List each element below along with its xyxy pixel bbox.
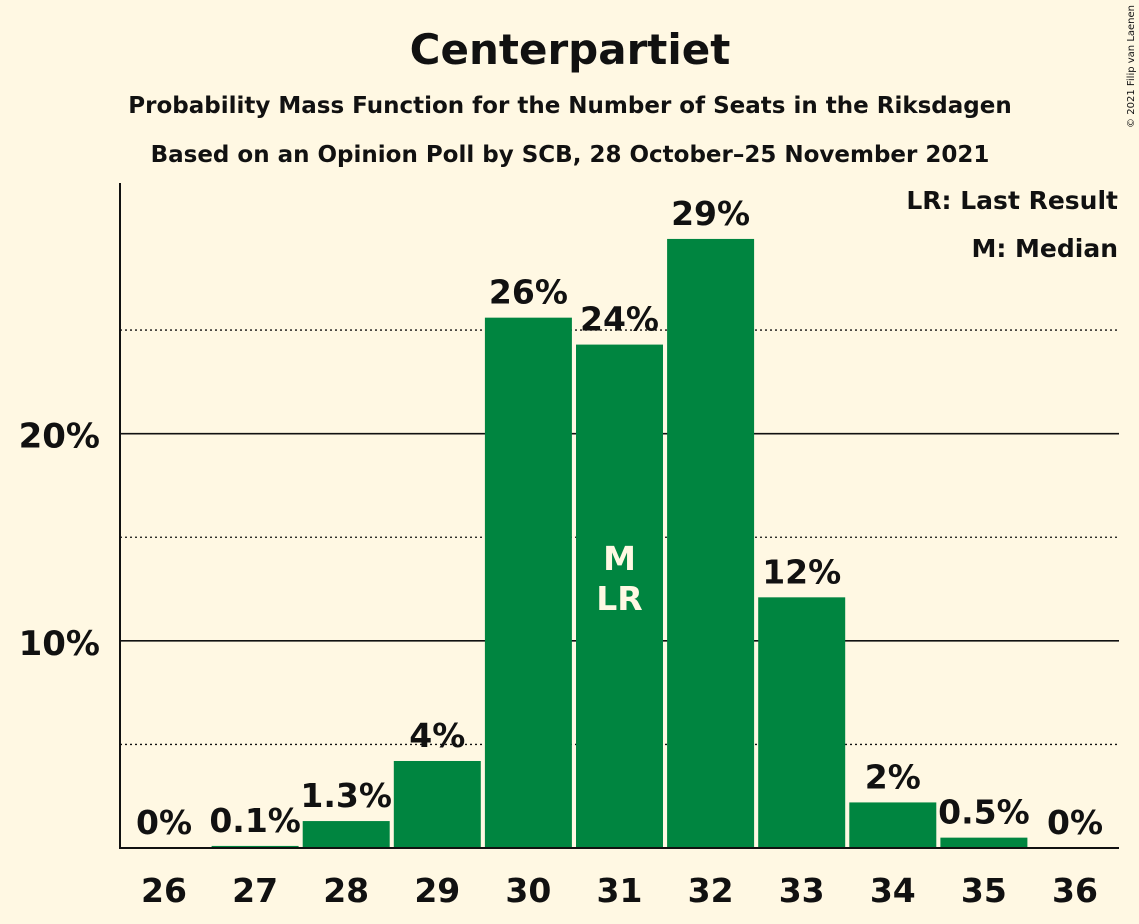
bar-30	[484, 317, 572, 848]
x-tick-label: 27	[232, 871, 278, 910]
bars	[211, 238, 1028, 849]
data-label-34: 2%	[865, 757, 921, 796]
bar-35	[940, 837, 1028, 848]
y-tick-label: 10%	[19, 624, 100, 664]
data-label-28: 1.3%	[300, 776, 392, 815]
data-label-33: 12%	[762, 552, 841, 591]
x-tick-label: 33	[779, 871, 825, 910]
data-label-32: 29%	[671, 194, 750, 233]
x-tick-label: 32	[688, 871, 734, 910]
x-tick-labels: 26 27 28 29 30 31 32 33 34 35 36	[141, 871, 1098, 910]
bar-28	[302, 821, 390, 848]
data-label-29: 4%	[409, 716, 465, 755]
bar-32	[667, 238, 755, 849]
bar-marker-lr: LR	[596, 579, 642, 618]
copyright-note: © 2021 Filip van Laenen	[1126, 5, 1137, 128]
bar-34	[849, 802, 937, 848]
data-label-35: 0.5%	[938, 793, 1030, 832]
bar-33	[758, 597, 846, 848]
x-tick-label: 30	[505, 871, 551, 910]
x-tick-label: 34	[870, 871, 916, 910]
x-tick-label: 31	[597, 871, 643, 910]
x-tick-label: 26	[141, 871, 187, 910]
data-label-31: 24%	[580, 300, 659, 339]
x-tick-label: 28	[323, 871, 369, 910]
chart-source: Based on an Opinion Poll by SCB, 28 Octo…	[151, 142, 990, 168]
bar-31	[576, 344, 663, 848]
data-label-30: 26%	[489, 273, 568, 312]
bar-27	[211, 845, 299, 848]
bar-29	[393, 760, 481, 848]
data-label-26: 0%	[136, 803, 192, 842]
data-labels: 0% 0.1%1.3% 4% 26% 24% 29% 12% 2% 0.5% 0%	[136, 194, 1103, 842]
legend-median: M: Median	[971, 234, 1118, 263]
chart-title: Centerpartiet	[410, 25, 731, 74]
x-tick-label: 29	[414, 871, 460, 910]
y-tick-label: 20%	[19, 417, 100, 457]
chart-subtitle: Probability Mass Function for the Number…	[128, 93, 1011, 119]
y-tick-labels: 10% 20%	[19, 417, 100, 664]
x-tick-label: 35	[961, 871, 1007, 910]
bar-marker-m: M	[603, 539, 636, 578]
data-label-27: 0.1%	[209, 801, 301, 840]
legend-last-result: LR: Last Result	[906, 186, 1118, 215]
x-tick-label: 36	[1052, 871, 1098, 910]
data-label-36: 0%	[1047, 803, 1103, 842]
bar-markers: MLR	[596, 539, 642, 618]
